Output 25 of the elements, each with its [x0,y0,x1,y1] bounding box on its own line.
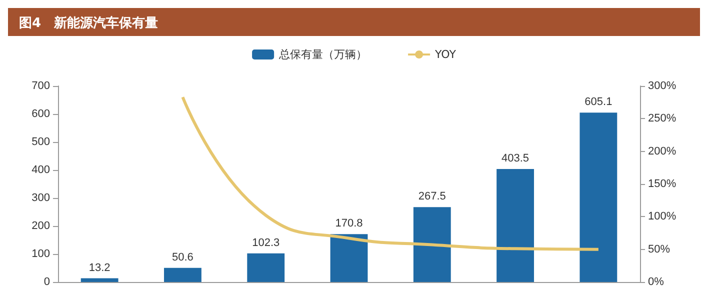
y2-tick-label: 200% [648,145,676,158]
y2-tick-label: 300% [648,80,676,92]
y-tick-label: 500 [32,136,50,148]
data-label: 50.6 [172,251,194,264]
data-label: 267.5 [418,190,446,203]
chart-title: 图4 新能源汽车保有量 [19,15,158,31]
y2-tick-label: 150% [648,178,676,190]
data-label: 102.3 [252,236,280,249]
legend-label: 总保有量（万辆） [278,48,368,61]
y-tick-label: 700 [32,80,50,92]
y2-tick-label: 250% [648,112,676,125]
y-tick-label: 400 [32,164,50,176]
legend-label: YOY [434,48,456,61]
y-tick-label: 0 [44,276,50,288]
data-label: 605.1 [584,96,612,108]
data-label: 403.5 [502,152,530,165]
y-tick-label: 200 [32,220,50,232]
y2-tick-label: 0% [648,276,664,288]
y2-tick-label: 100% [648,210,676,223]
data-label: 13.2 [88,262,110,274]
y-tick-label: 100 [32,248,50,260]
data-label: 170.8 [335,218,363,230]
y-tick-label: 600 [32,108,50,120]
y2-tick-label: 50% [648,243,670,256]
y-tick-label: 300 [32,192,50,204]
